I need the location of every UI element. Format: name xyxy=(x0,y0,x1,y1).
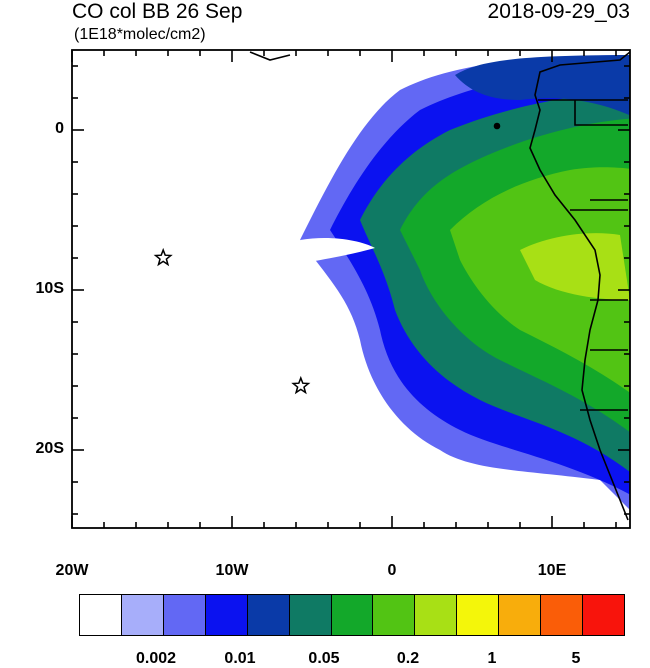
colorbar-swatch xyxy=(415,595,458,635)
colorbar-swatch xyxy=(583,595,624,635)
star-marker xyxy=(291,375,311,395)
colorbar-label: 1 xyxy=(487,650,497,667)
plot-datetime: 2018-09-29_03 xyxy=(487,0,630,23)
lat-tick-label: 10S xyxy=(35,280,64,297)
lat-tick-label: 0 xyxy=(55,120,64,137)
colorbar-swatch xyxy=(163,595,206,635)
co-plume-field xyxy=(300,55,630,510)
colorbar-label: 0.05 xyxy=(308,650,340,667)
colorbar-swatch xyxy=(247,595,290,635)
colorbar-swatch xyxy=(80,595,122,635)
colorbar-swatch xyxy=(457,595,500,635)
axis-ticks xyxy=(71,50,630,528)
plot-title: CO col BB 26 Sep xyxy=(72,0,243,23)
colorbar-swatch xyxy=(205,595,248,635)
plot-frame xyxy=(71,49,631,529)
lon-tick-label: 10W xyxy=(215,562,249,579)
lon-tick-label: 10E xyxy=(537,562,567,579)
colorbar-swatch xyxy=(289,595,332,635)
coastline xyxy=(249,51,630,521)
colorbar-label: 0.2 xyxy=(396,650,420,667)
lon-tick-label: 0 xyxy=(387,562,397,579)
colorbar-label: 0.002 xyxy=(135,650,177,667)
colorbar-swatch xyxy=(541,595,584,635)
colorbar-swatch xyxy=(331,595,374,635)
colorbar-swatch xyxy=(121,595,164,635)
colorbar-label: 0.01 xyxy=(224,650,256,667)
star-marker xyxy=(153,247,173,267)
lat-tick-label: 20S xyxy=(35,440,64,457)
colorbar-swatch xyxy=(499,595,542,635)
colorbar-label: 5 xyxy=(571,650,581,667)
units-label: (1E18*molec/cm2) xyxy=(74,26,206,43)
colorbar-swatch xyxy=(373,595,416,635)
colorbar xyxy=(79,594,625,636)
markers-layer xyxy=(153,247,311,395)
lon-tick-label: 20W xyxy=(55,562,89,579)
